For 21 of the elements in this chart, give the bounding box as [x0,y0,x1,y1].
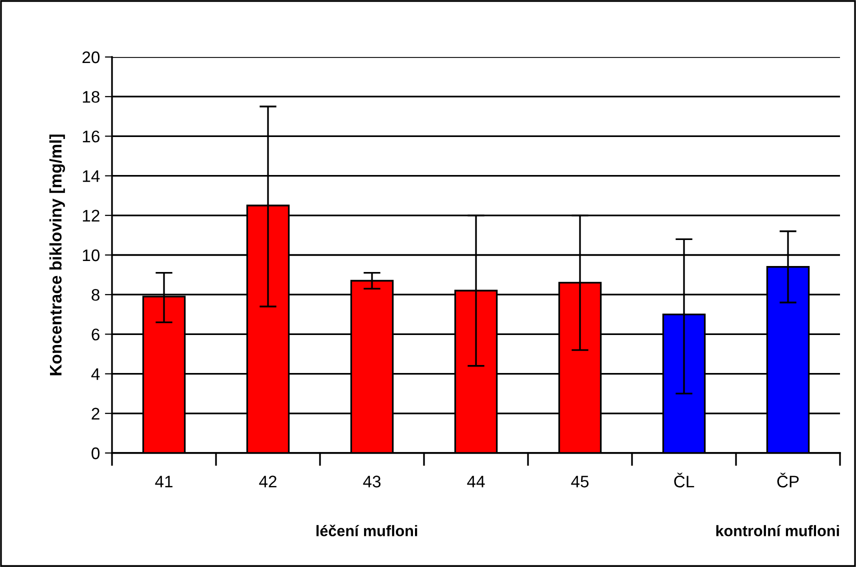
y-tick-label: 12 [82,210,100,222]
x-tick-label: 43 [363,476,381,488]
text: kontrolní mufloni [716,524,839,536]
y-tick-label: 16 [82,130,100,142]
y-tick-label: 8 [92,289,100,301]
x-tick-label: 45 [571,476,589,488]
y-tick-label: 2 [92,408,100,420]
x-tick-label: ČP [777,472,799,488]
y-tick-label: 14 [82,170,100,182]
y-axis-title: Koncentrace bikloviny [mg/ml] [49,134,65,376]
y-tick-label: 6 [92,328,100,340]
text: léčení mufloni [316,524,418,536]
y-tick-label: 4 [91,368,100,380]
x-tick-label: ČL [674,472,694,488]
y-tick-label: 18 [82,91,100,103]
x-tick-label: 44 [467,476,485,488]
y-tick-label: 0 [92,447,100,460]
y-tick-label: 20 [82,51,100,64]
y-tick-label: 10 [82,249,100,262]
x-tick-label: 42 [259,476,276,488]
x-tick-label: 41 [155,476,172,488]
